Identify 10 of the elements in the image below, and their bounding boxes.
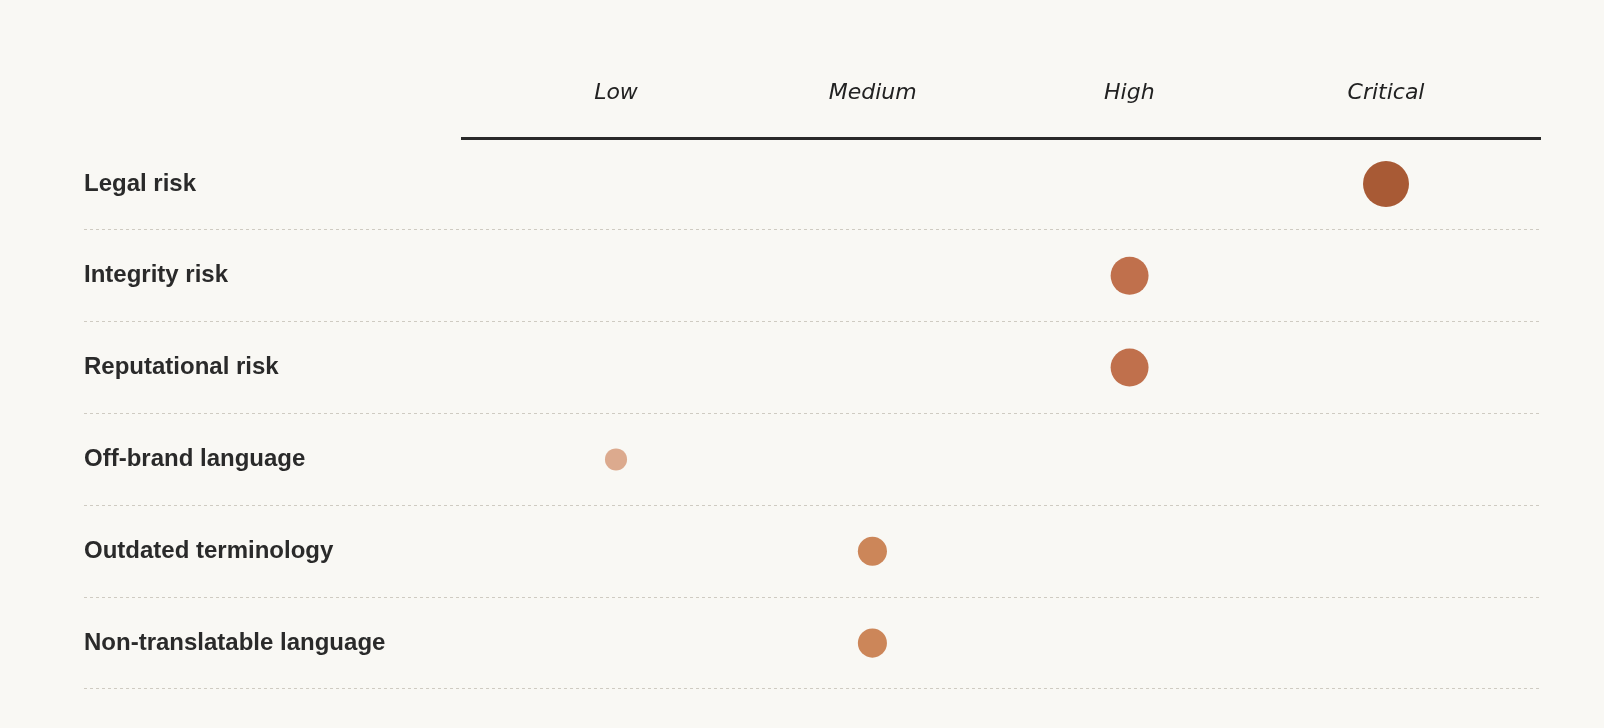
text: High [1104, 78, 1155, 104]
y-tick-label: Legal risk [84, 168, 197, 196]
y-tick-label: Reputational risk [84, 352, 280, 380]
text: Critical [1347, 78, 1425, 104]
y-tick-label: Integrity risk [84, 260, 229, 288]
y-tick-label: Outdated terminology [84, 535, 334, 563]
text: Low [594, 78, 639, 104]
y-tick-label: Non-translatable language [84, 627, 386, 655]
y-tick-label: Off-brand language [84, 444, 306, 472]
text: Medium [828, 78, 917, 104]
